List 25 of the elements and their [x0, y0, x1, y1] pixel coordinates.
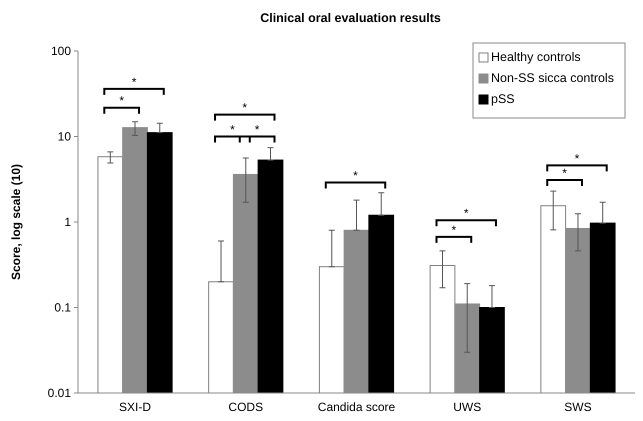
x-tick-label: Candida score: [318, 400, 396, 414]
legend-label: Non-SS sicca controls: [491, 71, 614, 85]
annotation: *: [132, 74, 137, 89]
x-tick-label: UWS: [453, 400, 482, 414]
x-tick-label: SWS: [564, 400, 592, 414]
annotation: *: [242, 100, 248, 115]
y-tick-label: 1: [64, 215, 72, 230]
y-tick-label: 100: [50, 44, 72, 58]
y-axis-title: Score, log scale (10): [9, 164, 23, 280]
annotation: *: [464, 206, 469, 220]
annotation: *: [353, 168, 358, 182]
annotation: *: [119, 94, 124, 108]
annotation: *: [574, 151, 580, 166]
annotation: *: [254, 122, 260, 136]
y-tick-label: 10: [58, 130, 72, 144]
annotation: *: [230, 122, 236, 136]
x-tick-label: CODS: [228, 400, 264, 414]
x-tick-label: SXI-D: [119, 400, 152, 414]
legend-label: Healthy controls: [491, 50, 581, 64]
y-tick-label: 0.01: [48, 386, 72, 400]
annotation: *: [562, 166, 568, 180]
annotation: *: [452, 222, 457, 237]
legend-label: pSS: [491, 92, 515, 106]
y-tick-label: 0.1: [54, 300, 72, 315]
chart-title: Clinical oral evaluation results: [260, 11, 441, 25]
